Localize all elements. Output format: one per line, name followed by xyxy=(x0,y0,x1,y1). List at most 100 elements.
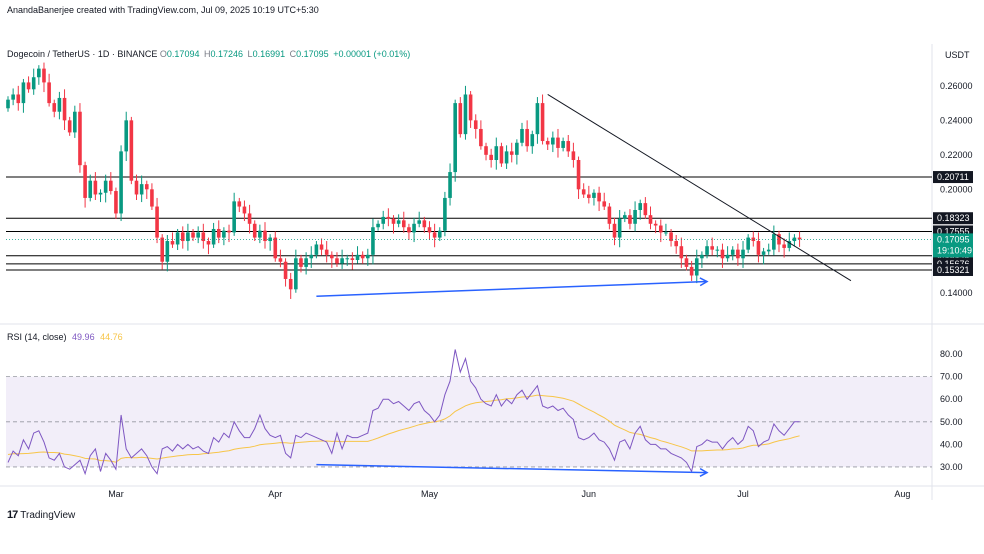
close-value: 0.17095 xyxy=(296,49,329,59)
price-tick-label: 0.20000 xyxy=(940,184,973,194)
candle-body xyxy=(530,134,535,147)
candle-body xyxy=(571,151,576,160)
rsi-label[interactable]: RSI (14, close) xyxy=(7,332,67,342)
candle-body xyxy=(201,232,206,242)
candle-body xyxy=(566,141,571,152)
level-tag-label: 0.17555 xyxy=(937,226,970,236)
symbol-name[interactable]: Dogecoin / TetherUS · 1D · BINANCE xyxy=(7,49,158,59)
candle-body xyxy=(561,141,565,148)
tradingview-brand[interactable]: 17 TradingView xyxy=(7,509,75,521)
candle-body xyxy=(777,234,781,245)
candle-body xyxy=(628,215,632,224)
candle-body xyxy=(499,146,504,164)
candle-body xyxy=(31,77,36,90)
candle-body xyxy=(756,241,761,255)
candle-body xyxy=(263,230,267,242)
candle-body xyxy=(360,254,365,259)
candle-body xyxy=(545,141,550,145)
candle-body xyxy=(468,94,473,121)
candle-body xyxy=(540,103,545,142)
candle-body xyxy=(109,180,113,192)
candle-body xyxy=(345,258,350,260)
candle-body xyxy=(643,203,648,216)
candle-body xyxy=(93,180,98,195)
candle-body xyxy=(206,241,211,245)
candle-body xyxy=(623,215,627,219)
candle-body xyxy=(150,189,154,207)
time-tick-label: Mar xyxy=(108,489,124,499)
candle-body xyxy=(11,94,15,100)
trend-line xyxy=(547,94,852,282)
candle-body xyxy=(782,244,786,248)
candle-body xyxy=(653,223,658,226)
candle-body xyxy=(592,192,596,198)
drawings[interactable] xyxy=(316,94,852,477)
candle-body xyxy=(180,232,185,242)
candle-body xyxy=(684,258,689,267)
level-tag-label: 0.15321 xyxy=(937,265,970,275)
close-label: C xyxy=(289,49,297,59)
candle-body xyxy=(273,237,278,259)
candle-body xyxy=(258,230,262,238)
candle-body xyxy=(144,184,149,190)
candle-body xyxy=(432,232,437,238)
candle-body xyxy=(16,94,21,104)
price-tags: 0.207110.183230.175550.161490.156760.153… xyxy=(933,171,973,276)
rsi-line xyxy=(7,349,800,476)
level-tag xyxy=(933,212,973,225)
candle-body xyxy=(175,232,180,245)
candle-body xyxy=(376,223,380,228)
candle-body xyxy=(129,120,134,181)
candle-body xyxy=(114,191,118,214)
price-divergence-arrow-head xyxy=(699,277,709,287)
candle-body xyxy=(772,234,776,250)
candle-body xyxy=(319,244,324,250)
candle-body xyxy=(515,142,519,155)
candle-body xyxy=(366,254,370,259)
attribution-text: AnandaBanerjee created with TradingView.… xyxy=(7,5,319,15)
candle-body xyxy=(705,246,709,255)
candle-body xyxy=(52,103,57,112)
candle-body xyxy=(304,258,308,267)
candle-body xyxy=(391,218,396,224)
candle-body xyxy=(535,103,540,135)
candle-body xyxy=(232,201,236,233)
level-tag xyxy=(933,171,973,184)
candle-body xyxy=(309,254,314,259)
candle-body xyxy=(278,258,283,262)
candle-body xyxy=(576,160,581,190)
candle-body xyxy=(700,254,704,259)
candle-body xyxy=(26,82,31,90)
open-value: 0.17094 xyxy=(166,49,200,59)
candle-body xyxy=(211,228,216,245)
candle-body xyxy=(473,120,478,129)
candle-body xyxy=(139,184,144,195)
candle-body xyxy=(407,227,411,233)
candle-body xyxy=(520,128,524,143)
candle-body xyxy=(401,220,406,228)
candle-body xyxy=(525,128,529,147)
candle-body xyxy=(607,206,612,224)
candle-body xyxy=(283,261,288,279)
candle-body xyxy=(453,103,457,173)
candle-body xyxy=(448,172,452,198)
candle-body xyxy=(581,189,586,195)
candle-body xyxy=(47,82,51,104)
candle-body xyxy=(335,258,339,264)
candle-body xyxy=(633,210,637,224)
candle-body xyxy=(674,241,678,247)
change-value: +0.00001 (+0.01%) xyxy=(333,49,411,59)
candle-body xyxy=(587,194,591,198)
candle-body xyxy=(437,230,442,238)
candle-body xyxy=(725,254,730,259)
candle-body xyxy=(386,216,391,219)
candle-body xyxy=(736,249,740,259)
candlesticks xyxy=(6,62,932,299)
high-label: H xyxy=(203,49,211,59)
rsi-divergence-arrow xyxy=(316,463,708,474)
horizontal-levels[interactable] xyxy=(6,176,932,271)
candle-body xyxy=(165,241,170,262)
candle-body xyxy=(371,227,375,255)
last-price-tag xyxy=(933,233,973,258)
